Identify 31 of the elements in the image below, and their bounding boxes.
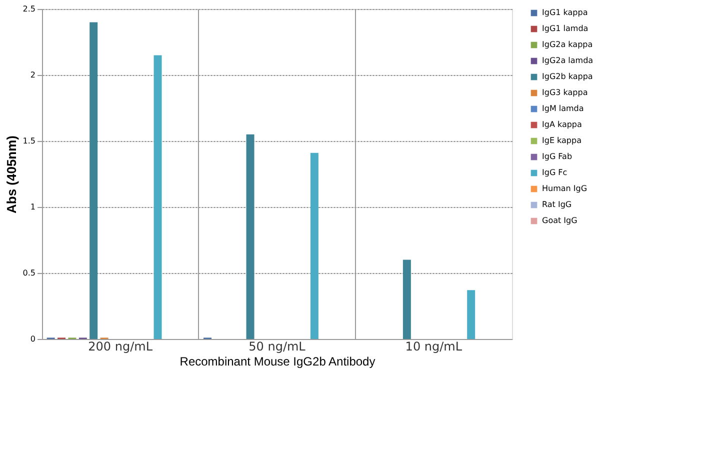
legend-label: Goat IgG xyxy=(542,216,578,225)
legend-label: Rat IgG xyxy=(542,200,572,209)
bar xyxy=(402,260,411,339)
x-tick-label: 10 ng/mL xyxy=(405,340,462,354)
y-tick-label: 1 xyxy=(30,202,36,212)
legend-label: IgG2a kappa xyxy=(542,40,593,49)
y-tick-label: 0 xyxy=(30,334,36,344)
bar xyxy=(154,55,162,339)
legend-label: IgA kappa xyxy=(542,120,582,129)
bar xyxy=(310,152,318,339)
y-axis-title: Abs (405nm) xyxy=(4,135,19,214)
legend-label: IgG1 lamda xyxy=(542,24,588,33)
x-tick-label: 200 ng/mL xyxy=(88,340,153,354)
legend-label: IgG1 kappa xyxy=(542,8,588,17)
x-axis-title: Recombinant Mouse IgG2b Antibody xyxy=(180,354,376,368)
y-tick-label: 2.5 xyxy=(22,4,36,14)
legend-label: IgG3 kappa xyxy=(542,88,588,97)
bar xyxy=(467,290,476,339)
legend-label: IgG2a lamda xyxy=(542,56,594,65)
legend-label: IgG Fc xyxy=(542,168,568,177)
legend-label: Human IgG xyxy=(542,184,588,193)
legend-label: IgG2b kappa xyxy=(542,72,593,81)
y-tick-label: 2 xyxy=(30,70,36,80)
legend-label: IgG Fab xyxy=(542,152,572,161)
bar xyxy=(90,22,98,339)
y-tick-label: 0.5 xyxy=(22,268,36,278)
bar xyxy=(246,134,254,339)
y-tick-label: 1.5 xyxy=(22,136,36,146)
legend-label: IgM lamda xyxy=(542,104,584,113)
x-tick-label: 50 ng/mL xyxy=(248,340,306,354)
legend-label: IgE kappa xyxy=(542,136,582,145)
